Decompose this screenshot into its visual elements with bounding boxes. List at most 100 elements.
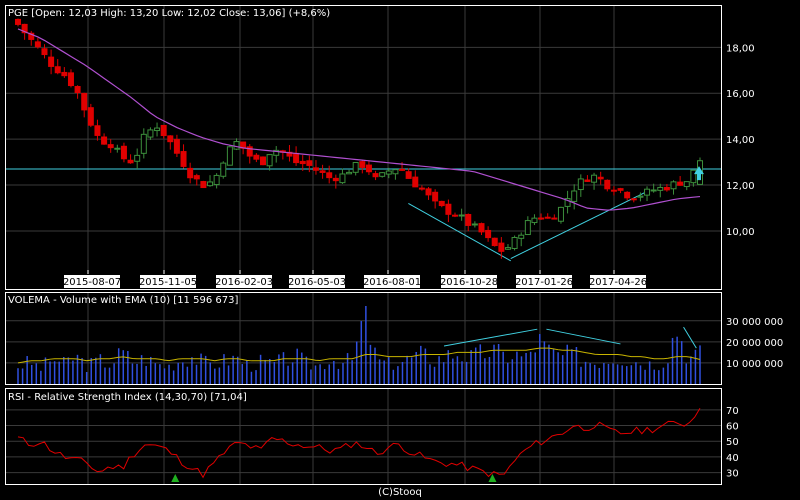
date-label-bg [216, 275, 272, 288]
candle-body [160, 124, 167, 137]
price-y-tick-label: 12,00 [726, 181, 755, 192]
candle-body [273, 149, 280, 156]
price-x-tick-label: 2015-08-07 [63, 277, 121, 288]
candle-body [670, 181, 677, 190]
price-grid [6, 6, 721, 270]
candle-body [147, 129, 154, 138]
price-trendline [510, 191, 647, 259]
candle-body [134, 154, 141, 162]
price-x-tick-label: 2017-04-26 [589, 277, 647, 288]
volume-grid [6, 293, 721, 384]
candle-body [226, 146, 233, 166]
price-y-tick-label: 14,00 [726, 135, 755, 146]
candle-body [67, 72, 74, 87]
candle-body [253, 154, 260, 160]
volume-trendline [546, 328, 621, 345]
candle-body [524, 220, 531, 236]
candle-body [167, 135, 174, 143]
candle-body [15, 18, 21, 25]
price-trendlines [408, 191, 647, 262]
price-x-tick-label: 2016-10-28 [440, 277, 498, 288]
date-label-bg [64, 275, 120, 288]
candle-body [511, 236, 518, 249]
candle-body [220, 162, 227, 177]
candle-body [518, 234, 525, 239]
date-label-bg [590, 275, 646, 288]
candle-body [34, 41, 41, 48]
candle-body [28, 32, 35, 40]
candle-body [412, 176, 419, 188]
date-label-bg [140, 275, 196, 288]
rsi-panel: 30 40 50 60 70 RSI - Relative Strength Index… [5, 388, 739, 485]
candle-body [101, 136, 108, 145]
candle-body [259, 156, 266, 166]
volume-panel-frame [5, 292, 722, 385]
candle-body [94, 125, 101, 136]
candle-body [200, 181, 207, 189]
rsi-chart-title: RSI - Relative Strength Index (14,30,70)… [8, 392, 247, 403]
candle-body [432, 191, 439, 202]
date-label-bg [516, 275, 572, 288]
candle-body [385, 170, 392, 175]
candle-body [650, 189, 657, 192]
rsi-y-tick-label: 40 [726, 453, 739, 464]
candle-body [87, 107, 94, 126]
volume-bars [17, 306, 701, 384]
volume-panel: 10 000 000 20 000 000 30 000 000 VOLEMA - … [5, 292, 783, 385]
rsi-line [17, 407, 701, 479]
price-x-tick-label: 2016-05-03 [288, 277, 346, 288]
candle-body [306, 160, 313, 166]
candle-body [207, 181, 214, 187]
candle-body [471, 223, 478, 226]
candle-body [504, 247, 511, 250]
candle-body [114, 147, 121, 150]
candle-body [452, 214, 459, 217]
candle-body [213, 174, 220, 186]
price-ema-line [17, 28, 701, 211]
price-y-axis: 10,00 12,00 14,00 16,00 18,00 [726, 43, 755, 238]
price-x-tick-label: 2017-01-26 [515, 277, 573, 288]
rsi-y-tick-label: 70 [726, 406, 739, 417]
copyright-footer: (C)Stooq [378, 487, 422, 498]
candle-body [392, 169, 399, 175]
volume-y-tick-label: 30 000 000 [726, 317, 783, 328]
candle-body [418, 187, 425, 190]
candle-body [74, 86, 81, 94]
rsi-buy-marker-icon [488, 474, 497, 482]
candle-body [485, 229, 492, 239]
candle-body [140, 133, 147, 154]
candle-body [557, 206, 564, 222]
volume-trendlines [443, 326, 697, 349]
price-candles [15, 18, 703, 259]
candle-body [405, 171, 412, 179]
candle-body [584, 179, 591, 182]
date-label-bg [289, 275, 345, 288]
candle-body [312, 167, 319, 171]
candle-body [299, 160, 306, 165]
candle-body [458, 214, 465, 217]
candle-body [677, 181, 684, 186]
candle-body [352, 162, 359, 173]
candle-body [180, 151, 187, 167]
candle-body [617, 188, 624, 191]
candle-body [233, 141, 240, 150]
price-chart-title: PGE [Open: 12,03 High: 13,20 Low: 12,02 … [8, 8, 330, 19]
candle-body [564, 198, 571, 207]
rsi-markers [171, 474, 497, 482]
price-y-tick-label: 16,00 [726, 89, 755, 100]
candle-body [577, 178, 584, 191]
candle-body [81, 92, 88, 111]
candle-body [332, 177, 339, 182]
volume-trendline [443, 328, 538, 347]
rsi-buy-marker-icon [171, 474, 180, 482]
candle-body [359, 161, 366, 168]
candle-body [379, 172, 386, 177]
candle-body [498, 242, 505, 252]
candle-body [604, 179, 611, 190]
candle-body [120, 145, 127, 160]
candle-body [41, 48, 48, 56]
candle-body [107, 144, 114, 149]
candle-body [187, 167, 194, 179]
candle-body [48, 56, 55, 67]
